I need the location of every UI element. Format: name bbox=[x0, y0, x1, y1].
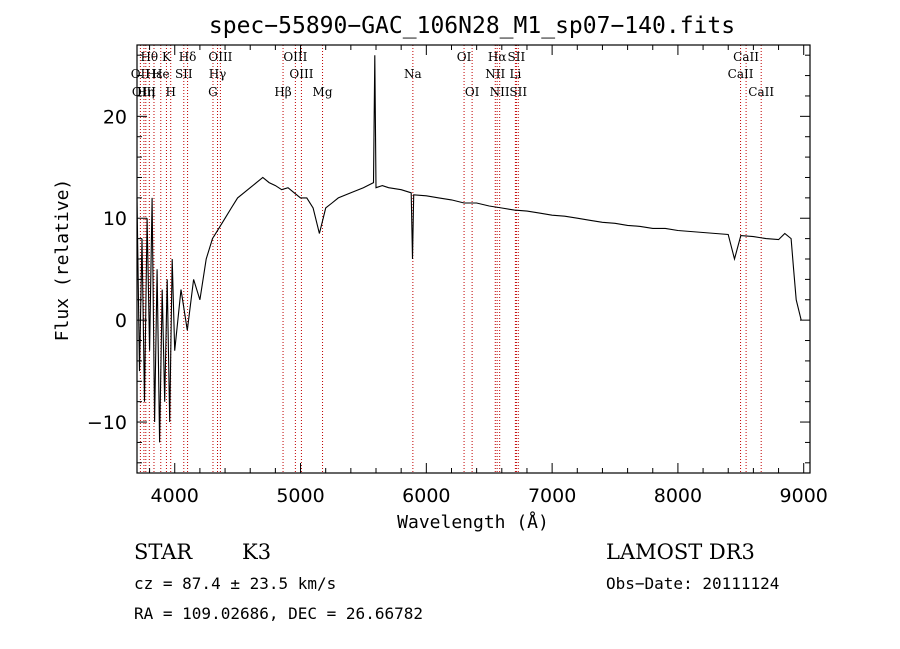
x-tick-label: 5000 bbox=[276, 485, 324, 507]
y-tick-label: 20 bbox=[103, 106, 127, 128]
x-tick-label: 4000 bbox=[151, 485, 199, 507]
x-tick-label: 7000 bbox=[528, 485, 576, 507]
line-marker-label: OIII bbox=[208, 50, 232, 64]
line-marker-label: Mg bbox=[313, 85, 333, 99]
line-marker-label: SII bbox=[508, 50, 526, 64]
line-marker-label: Li bbox=[509, 67, 521, 81]
line-marker-label: Hη bbox=[137, 85, 155, 99]
line-marker-label: Hα bbox=[488, 50, 507, 64]
y-axis-label: Flux (relative) bbox=[52, 179, 73, 342]
line-marker-label: H bbox=[165, 85, 175, 99]
obs-date: Obs−Date: 20111124 bbox=[606, 574, 779, 593]
y-tick-label: 10 bbox=[103, 208, 127, 230]
line-marker-label: Hε bbox=[146, 67, 163, 81]
object-class: STAR bbox=[134, 540, 193, 564]
line-markers bbox=[139, 45, 762, 473]
chart-title: spec−55890−GAC_106N28_M1_sp07−140.fits bbox=[209, 13, 735, 39]
line-marker-label: OIII bbox=[283, 50, 307, 64]
line-marker-label: He bbox=[152, 67, 170, 81]
line-marker-label: K bbox=[162, 50, 172, 64]
x-axis-ticks: 4000 5000 6000 7000 8000 9000 bbox=[149, 45, 828, 507]
spectrum-line bbox=[136, 55, 802, 443]
line-marker-label: NII bbox=[490, 85, 510, 99]
x-tick-label: 8000 bbox=[654, 485, 702, 507]
line-marker-label: Hδ bbox=[179, 50, 197, 64]
x-axis-label: Wavelength (Å) bbox=[397, 511, 549, 533]
line-marker-label: OI bbox=[457, 50, 472, 64]
plot-frame bbox=[136, 44, 811, 474]
y-tick-label: −10 bbox=[87, 412, 127, 434]
y-tick-label: 0 bbox=[115, 310, 127, 332]
object-subclass: K3 bbox=[242, 540, 271, 564]
line-marker-label: OII bbox=[131, 67, 151, 81]
line-marker-label: CaII bbox=[733, 50, 759, 64]
line-marker-label: G bbox=[208, 85, 218, 99]
survey-name: LAMOST DR3 bbox=[606, 540, 755, 564]
line-marker-label: SII bbox=[509, 85, 527, 99]
line-marker-label: Na bbox=[404, 67, 422, 81]
line-marker-label: CaII bbox=[748, 85, 774, 99]
line-marker-label: NII bbox=[485, 67, 505, 81]
y-axis-ticks: −10 0 10 20 bbox=[87, 54, 810, 464]
line-marker-label: CaII bbox=[728, 67, 754, 81]
redshift-text: cz = 87.4 ± 23.5 km/s bbox=[134, 574, 336, 593]
line-marker-label: OIII bbox=[289, 67, 313, 81]
ra-dec: RA = 109.02686, DEC = 26.66782 bbox=[134, 604, 423, 623]
line-marker-label: Hγ bbox=[209, 67, 227, 81]
line-marker-label: SII bbox=[175, 67, 193, 81]
x-tick-label: 9000 bbox=[780, 485, 828, 507]
line-marker-label: Hθ bbox=[140, 50, 158, 64]
line-marker-label: OI bbox=[465, 85, 480, 99]
line-marker-label: Hβ bbox=[274, 85, 291, 99]
x-tick-label: 6000 bbox=[402, 485, 450, 507]
